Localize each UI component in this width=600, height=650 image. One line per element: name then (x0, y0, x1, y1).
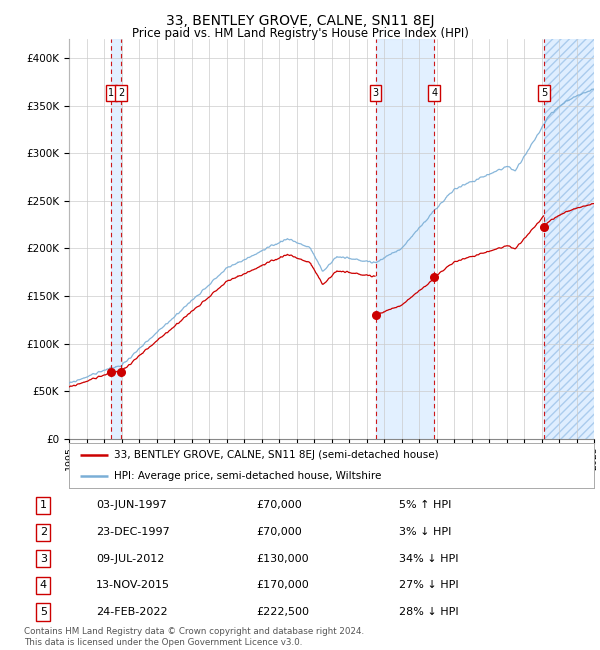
Text: 09-JUL-2012: 09-JUL-2012 (96, 554, 164, 564)
Text: 2: 2 (118, 88, 124, 98)
Text: 33, BENTLEY GROVE, CALNE, SN11 8EJ (semi-detached house): 33, BENTLEY GROVE, CALNE, SN11 8EJ (semi… (113, 450, 438, 460)
Text: 5% ↑ HPI: 5% ↑ HPI (400, 500, 452, 510)
Bar (112, 39, 121, 439)
Text: £70,000: £70,000 (256, 500, 302, 510)
Text: 1: 1 (108, 88, 115, 98)
Text: 33, BENTLEY GROVE, CALNE, SN11 8EJ: 33, BENTLEY GROVE, CALNE, SN11 8EJ (166, 14, 434, 29)
Text: 2: 2 (40, 527, 47, 537)
Text: 27% ↓ HPI: 27% ↓ HPI (400, 580, 459, 590)
Text: £70,000: £70,000 (256, 527, 302, 537)
Text: 13-NOV-2015: 13-NOV-2015 (96, 580, 170, 590)
Text: 34% ↓ HPI: 34% ↓ HPI (400, 554, 459, 564)
Text: 23-DEC-1997: 23-DEC-1997 (96, 527, 170, 537)
Text: Price paid vs. HM Land Registry's House Price Index (HPI): Price paid vs. HM Land Registry's House … (131, 27, 469, 40)
Bar (544, 39, 594, 439)
Text: 3% ↓ HPI: 3% ↓ HPI (400, 527, 452, 537)
Text: Contains HM Land Registry data © Crown copyright and database right 2024.
This d: Contains HM Land Registry data © Crown c… (24, 627, 364, 647)
Text: 5: 5 (40, 607, 47, 617)
Bar (544, 39, 594, 439)
Text: 24-FEB-2022: 24-FEB-2022 (96, 607, 167, 617)
Bar (376, 39, 434, 439)
Text: 1: 1 (40, 500, 47, 510)
Text: 03-JUN-1997: 03-JUN-1997 (96, 500, 167, 510)
Text: 4: 4 (431, 88, 437, 98)
Text: £222,500: £222,500 (256, 607, 309, 617)
Text: £130,000: £130,000 (256, 554, 308, 564)
Text: 3: 3 (40, 554, 47, 564)
Text: HPI: Average price, semi-detached house, Wiltshire: HPI: Average price, semi-detached house,… (113, 471, 381, 481)
Text: 4: 4 (40, 580, 47, 590)
Bar (544, 39, 594, 439)
Text: £170,000: £170,000 (256, 580, 308, 590)
Text: 28% ↓ HPI: 28% ↓ HPI (400, 607, 459, 617)
Text: 5: 5 (541, 88, 547, 98)
Text: 3: 3 (373, 88, 379, 98)
